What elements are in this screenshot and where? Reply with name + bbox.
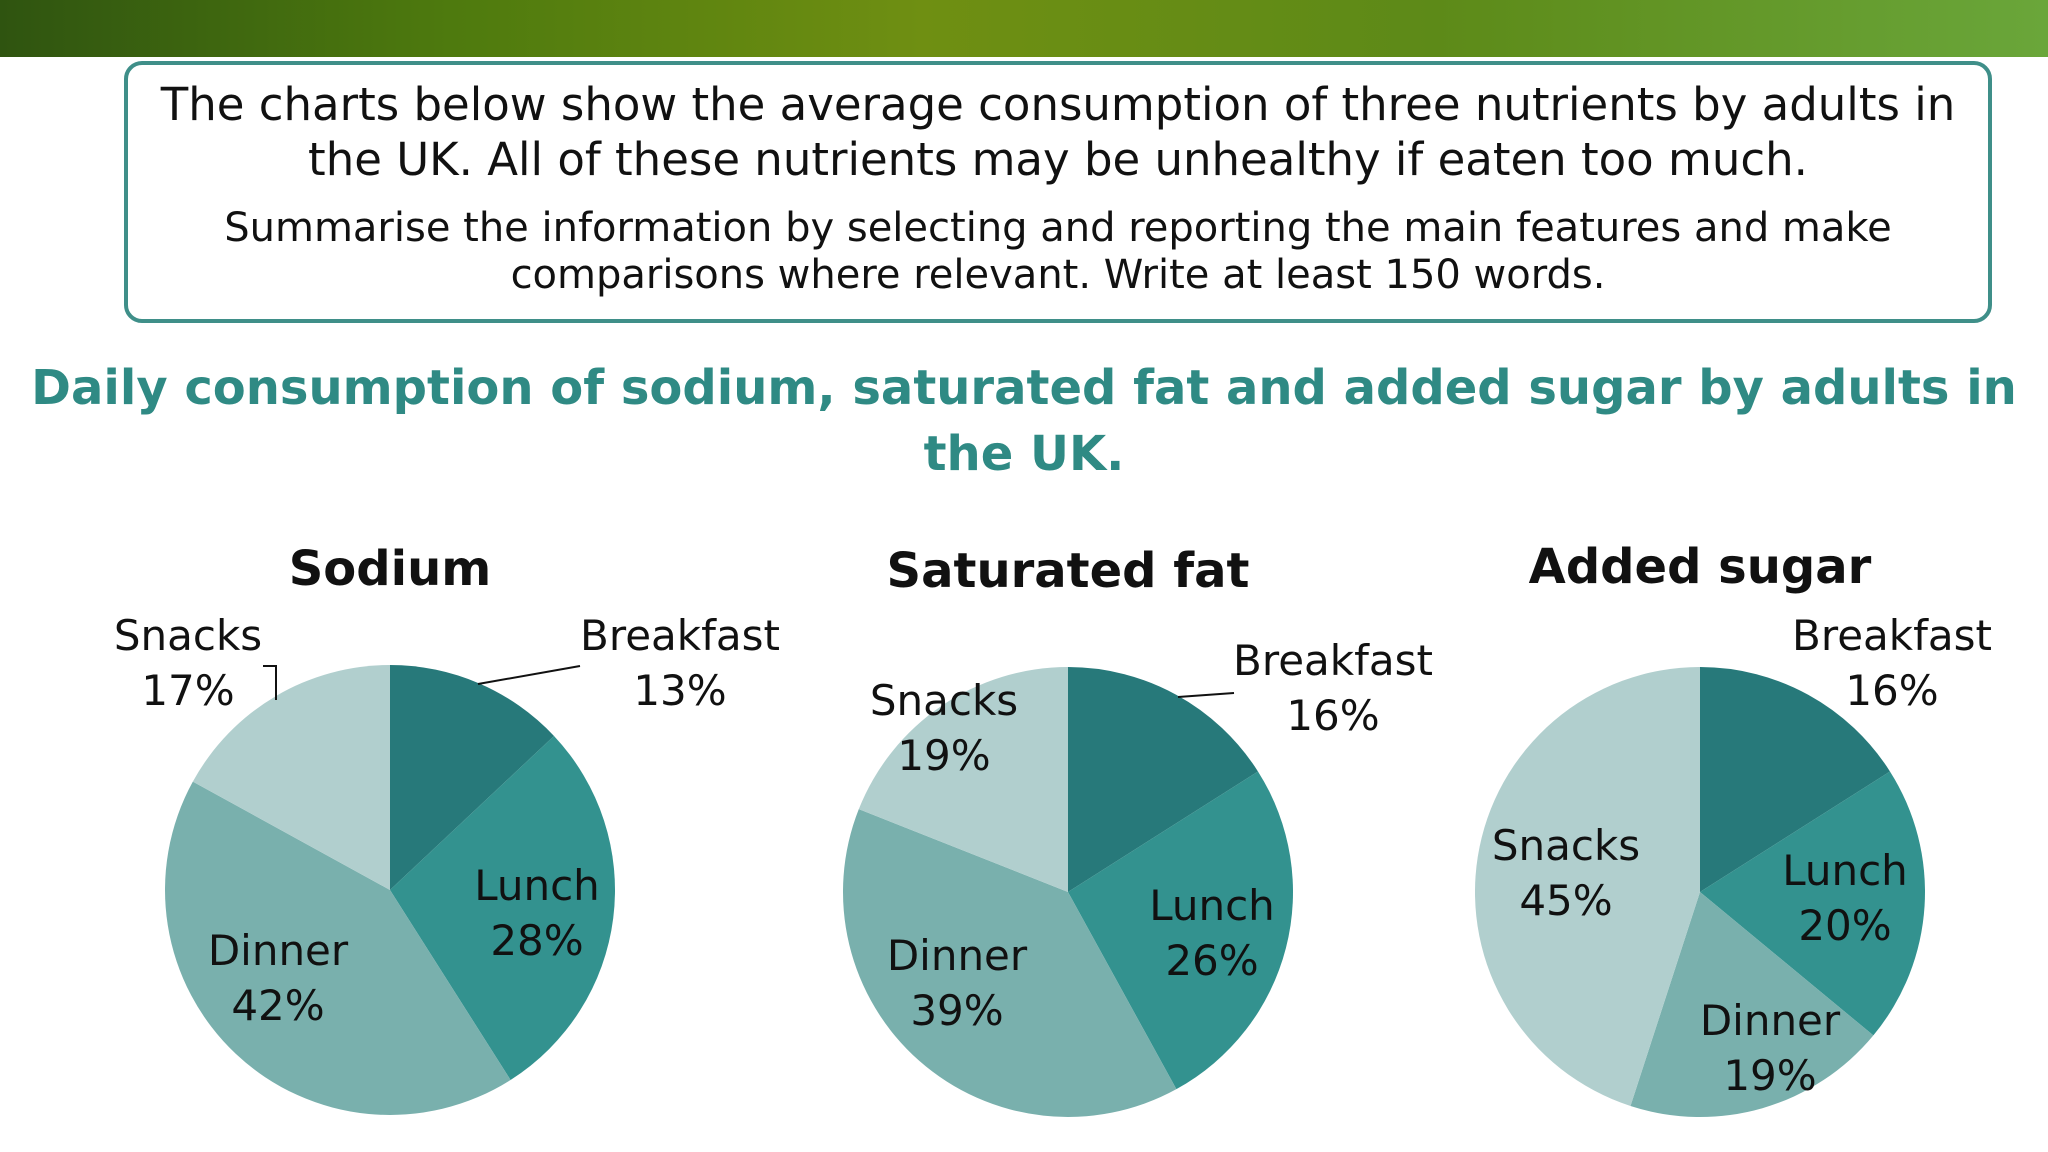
figure-title: Daily consumption of sodium, saturated f… <box>31 360 2017 482</box>
pie-slice-snacks <box>1474 667 1700 1106</box>
pie-slice-breakfast <box>390 665 555 890</box>
pie-slice-dinner <box>842 809 1177 1117</box>
chart-title: Added sugar <box>1529 539 1872 595</box>
chart-title: Saturated fat <box>887 543 1250 599</box>
pie-slice-breakfast <box>1068 667 1258 892</box>
slice-value-dinner: 42% <box>231 981 324 1030</box>
slice-label-dinner: Dinner <box>887 931 1028 980</box>
slice-label-lunch: Lunch <box>1782 846 1908 895</box>
slice-label-snacks: Snacks <box>114 611 262 660</box>
slice-value-lunch: 28% <box>490 916 583 965</box>
slice-label-snacks: Snacks <box>870 676 1018 725</box>
pie-slice-snacks <box>192 665 390 890</box>
task-box: The charts below show the average consum… <box>124 61 1992 323</box>
pie-slice-breakfast <box>1700 667 1890 892</box>
slice-value-breakfast: 13% <box>633 666 726 715</box>
top-banner <box>0 0 2048 57</box>
pie-slice-dinner <box>1630 892 1874 1118</box>
slice-value-breakfast: 16% <box>1845 666 1938 715</box>
slice-label-lunch: Lunch <box>474 861 600 910</box>
slice-label-snacks: Snacks <box>1492 821 1640 870</box>
slice-label-dinner: Dinner <box>1700 996 1841 1045</box>
slice-label-breakfast: Breakfast <box>580 611 780 660</box>
slice-label-breakfast: Breakfast <box>1233 636 1433 685</box>
pie-chart-added-sugar: Added sugar Breakfast 16% Lunch 20% Dinner 19%… <box>1474 539 1992 1118</box>
leader-line-breakfast <box>1177 692 1235 698</box>
pie-chart-saturated-fat: Saturated fat Breakfast 16% Lunch 26% Dinner 3… <box>842 543 1433 1117</box>
pie-slice-lunch <box>1700 771 1925 1036</box>
task-instruction: Summarise the information by selecting a… <box>224 205 1892 298</box>
leader-line-snacks <box>263 665 277 700</box>
slice-value-breakfast: 16% <box>1286 691 1379 740</box>
task-description: The charts below show the average consum… <box>160 78 1956 186</box>
slice-value-snacks: 17% <box>141 666 234 715</box>
pie-slice-dinner <box>165 781 511 1115</box>
pie-slice-lunch <box>1068 771 1293 1090</box>
pie-slice-snacks <box>858 667 1068 892</box>
slice-value-dinner: 39% <box>910 986 1003 1035</box>
pie-slice-lunch <box>390 735 615 1080</box>
slice-value-dinner: 19% <box>1723 1051 1816 1100</box>
slice-label-lunch: Lunch <box>1149 881 1275 930</box>
slice-value-lunch: 20% <box>1798 901 1891 950</box>
chart-title: Sodium <box>289 541 492 597</box>
slice-value-snacks: 45% <box>1519 876 1612 925</box>
slice-value-lunch: 26% <box>1165 936 1258 985</box>
leader-line-breakfast <box>477 665 581 685</box>
slice-label-dinner: Dinner <box>208 926 349 975</box>
pie-chart-sodium: Sodium Breakfast 13% Lunch 28% Dinner 42% Snack… <box>114 541 780 1115</box>
slice-label-breakfast: Breakfast <box>1792 611 1992 660</box>
slice-value-snacks: 19% <box>897 731 990 780</box>
